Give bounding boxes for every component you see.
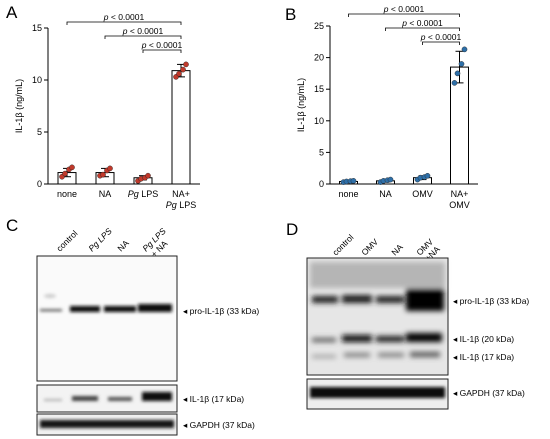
chart-a-sig-bracket-0 bbox=[66, 21, 182, 25]
blot-d-band-pro-1 bbox=[312, 296, 338, 303]
blot-c-band-pro-1 bbox=[40, 309, 62, 312]
panel-label-a: A bbox=[6, 3, 18, 22]
chart-b-xtick-label-0: none bbox=[338, 189, 358, 199]
blot-c-membrane-top bbox=[36, 255, 178, 382]
chart-b-point-3-0 bbox=[451, 80, 458, 86]
chart-b-point-3-1 bbox=[454, 70, 461, 77]
blot-c-band-il-4 bbox=[142, 392, 172, 401]
blot-d-band-pro-3 bbox=[376, 296, 404, 303]
chart-b-sig-label-1: p < 0.0001 bbox=[401, 18, 443, 28]
blot-c-band-il-3 bbox=[108, 397, 132, 401]
chart-b-xtick-label-2: OMV bbox=[412, 189, 433, 199]
blot-d-band-il20-1 bbox=[312, 338, 336, 342]
chart-b-ytick-label-4: 20 bbox=[314, 53, 324, 63]
chart-a-xtick-label-2: Pg LPS bbox=[128, 189, 159, 199]
blot-d-band-gapdh bbox=[310, 387, 445, 398]
blot-d-label-il20: ◂ IL-1β (20 kDa) bbox=[453, 334, 514, 344]
blot-d-band-il17-2 bbox=[344, 353, 370, 357]
blot-c: control Pg LPS NA Pg LPS+ NA ◂ pro-IL-1β… bbox=[36, 226, 259, 436]
blot-d-background-smear bbox=[310, 262, 445, 288]
blot-d: control OMV NA OMV+NA ◂ pro-IL-1β (33 bbox=[306, 232, 529, 410]
chart-a-sig-label-0: p < 0.0001 bbox=[103, 12, 145, 22]
chart-a-point-0-3 bbox=[69, 164, 75, 171]
blot-c-lane-2: Pg LPS bbox=[86, 226, 114, 254]
blot-c-band-pro-4 bbox=[138, 304, 172, 312]
chart-b-point-3-3 bbox=[461, 46, 468, 53]
chart-a-point-1-1 bbox=[100, 171, 106, 178]
blot-d-band-pro-4 bbox=[406, 289, 444, 311]
chart-b-sig-bracket-0 bbox=[348, 13, 460, 17]
chart-a-xtick-label-0: none bbox=[57, 189, 77, 199]
blot-c-label-gapdh: ◂ GAPDH (37 kDa) bbox=[183, 420, 255, 430]
chart-a-point-3-2 bbox=[180, 66, 186, 73]
blot-d-band-il20-3 bbox=[376, 336, 404, 342]
chart-b-sig-bracket-1 bbox=[385, 27, 460, 31]
blot-d-band-il20-4 bbox=[406, 333, 442, 342]
chart-a-ytick-label-2: 10 bbox=[32, 75, 42, 85]
chart-b-point-2-3 bbox=[424, 172, 431, 179]
chart-a-bar-3 bbox=[171, 70, 191, 185]
chart-b-xtick-label-3: NA+ OMV bbox=[449, 189, 470, 210]
chart-b-ytick-label-2: 10 bbox=[314, 116, 324, 126]
chart-a-xtick-label-3: NA+ Pg LPS bbox=[166, 189, 197, 210]
chart-a-point-0-1 bbox=[62, 170, 68, 177]
blot-c-band-il-1 bbox=[44, 399, 62, 401]
chart-b-point-0-3 bbox=[350, 178, 357, 184]
chart-a-sig-label-1: p < 0.0001 bbox=[122, 26, 164, 36]
blot-c-lane-4: Pg LPS+ NA bbox=[140, 226, 175, 261]
panel-label-b: B bbox=[285, 5, 296, 24]
chart-a-sig-bracket-1 bbox=[104, 35, 182, 39]
blot-d-lane-1: control bbox=[330, 232, 355, 257]
chart-b: 0 5 10 15 20 25 IL-1β (ng/mL) none NA OMV NA+ OMV p … bbox=[296, 4, 478, 210]
chart-b-sig-label-2: p < 0.0001 bbox=[420, 32, 462, 42]
blot-d-band-il17-4 bbox=[410, 352, 440, 357]
panel-label-d: D bbox=[286, 220, 298, 239]
chart-b-sig-bracket-2 bbox=[422, 41, 460, 45]
blot-c-band-pro-2 bbox=[70, 306, 100, 312]
blot-d-band-pro-2 bbox=[342, 295, 372, 303]
blot-d-band-il17-1 bbox=[312, 355, 336, 358]
blot-d-band-il20-2 bbox=[342, 335, 372, 342]
blot-d-lane-2: OMV bbox=[359, 236, 380, 257]
chart-a-ylabel: IL-1β (ng/mL) bbox=[14, 79, 24, 133]
blot-c-band-pro-3 bbox=[104, 306, 136, 312]
blot-c-label-pro: ◂ pro-IL-1β (33 kDa) bbox=[183, 306, 259, 316]
blot-d-label-il17: ◂ IL-1β (17 kDa) bbox=[453, 352, 514, 362]
chart-a-ytick-label-0: 0 bbox=[37, 179, 42, 189]
blot-d-label-pro: ◂ pro-IL-1β (33 kDa) bbox=[453, 296, 529, 306]
chart-b-ytick-label-0: 0 bbox=[319, 179, 324, 189]
chart-a-point-3-3 bbox=[183, 61, 189, 68]
blot-c-label-il: ◂ IL-1β (17 kDa) bbox=[183, 394, 244, 404]
chart-a-ytick-label-1: 5 bbox=[37, 127, 42, 137]
blot-d-label-gapdh: ◂ GAPDH (37 kDa) bbox=[453, 388, 525, 398]
chart-a-xtick-label-1: NA bbox=[99, 189, 112, 199]
blot-c-band-gapdh bbox=[40, 420, 174, 428]
chart-a-point-3-1 bbox=[176, 70, 182, 77]
chart-b-point-3-2 bbox=[458, 61, 465, 67]
chart-b-ytick-label-3: 15 bbox=[314, 84, 324, 94]
chart-b-point-1-3 bbox=[387, 176, 394, 183]
chart-b-xtick-label-1: NA bbox=[379, 189, 392, 199]
blot-c-smudge bbox=[44, 294, 56, 298]
chart-a-ytick-label-3: 15 bbox=[32, 23, 42, 33]
blot-d-band-il17-3 bbox=[378, 353, 404, 357]
blot-c-lane-1: control bbox=[54, 228, 79, 253]
blot-c-lane-3: NA bbox=[115, 238, 131, 254]
chart-b-ytick-label-1: 5 bbox=[319, 147, 324, 157]
blot-c-band-il-2 bbox=[72, 396, 98, 401]
chart-b-sig-label-0: p < 0.0001 bbox=[383, 4, 425, 14]
chart-a-sig-bracket-2 bbox=[142, 49, 182, 53]
chart-a-point-2-3 bbox=[145, 172, 151, 179]
blot-d-lane-3: NA bbox=[389, 242, 405, 258]
chart-b-ytick-label-5: 25 bbox=[314, 21, 324, 31]
panel-label-c: C bbox=[6, 216, 18, 235]
chart-b-ylabel: IL-1β (ng/mL) bbox=[296, 78, 306, 132]
chart-a-point-1-3 bbox=[107, 165, 113, 172]
chart-a: 0 5 10 15 IL-1β (ng/mL) none NA Pg LPS NA+ Pg LPS… bbox=[14, 12, 200, 210]
chart-a-sig-label-2: p < 0.0001 bbox=[141, 40, 183, 50]
